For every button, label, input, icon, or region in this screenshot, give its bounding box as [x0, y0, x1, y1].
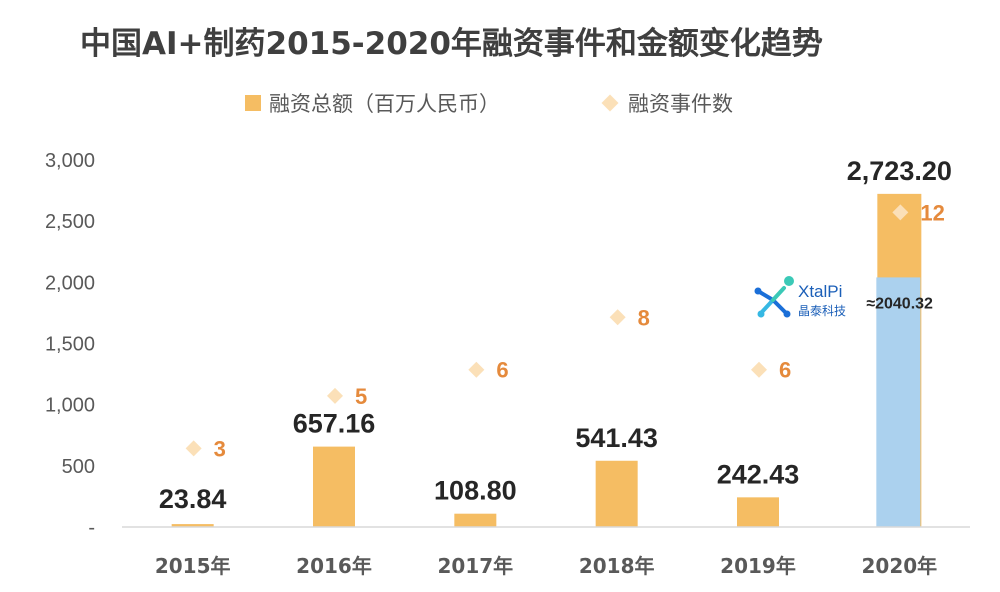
- x-tick-label: 2015年: [155, 554, 231, 578]
- y-tick-label: 2,500: [45, 211, 95, 233]
- count-marker: [892, 204, 909, 221]
- count-label: 5: [355, 384, 367, 409]
- bar-value-label: 541.43: [575, 423, 658, 453]
- bar-value-label: 108.80: [434, 476, 517, 506]
- bar-value-label: 2,723.20: [847, 156, 952, 186]
- y-tick-label: 1,500: [45, 334, 95, 356]
- xtalpi-logo: XtalPi 晶泰科技: [752, 273, 867, 325]
- legend-item-count: 融资事件数: [601, 88, 733, 118]
- xtalpi-logo-graphic: XtalPi 晶泰科技: [754, 276, 846, 318]
- logo-subtitle: 晶泰科技: [798, 304, 846, 318]
- y-tick-label: 2,000: [45, 272, 95, 294]
- count-marker: [468, 361, 485, 378]
- count-label: 3: [214, 436, 226, 461]
- x-tick-label: 2016年: [296, 554, 372, 578]
- y-tick-label: 1,000: [45, 395, 95, 417]
- x-tick-label: 2019年: [720, 554, 796, 578]
- x-tick-label: 2017年: [437, 554, 513, 578]
- legend-bar-swatch: [245, 95, 261, 111]
- legend-item-amount: 融资总额（百万人民币）: [245, 88, 500, 118]
- bar-value-label: 657.16: [293, 409, 376, 439]
- bar: [454, 513, 497, 527]
- bar: [595, 460, 638, 527]
- bar-highlight-segment: [876, 277, 921, 527]
- bar: [171, 524, 214, 527]
- bar: [737, 497, 779, 527]
- legend-label-amount: 融资总额（百万人民币）: [269, 92, 500, 116]
- count-label: 6: [779, 358, 791, 383]
- x-tick-label: 2020年: [861, 554, 937, 578]
- count-label: 8: [638, 305, 650, 330]
- count-label: 6: [496, 358, 508, 383]
- y-tick-label: 3,000: [45, 150, 95, 172]
- chart-title: 中国AI+制药2015-2020年融资事件和金额变化趋势: [80, 26, 823, 62]
- count-marker: [327, 387, 343, 404]
- y-tick-label: 500: [62, 456, 95, 478]
- y-tick-label: -: [88, 517, 95, 539]
- x-tick-label: 2018年: [579, 554, 655, 578]
- count-label: 12: [920, 200, 944, 225]
- count-marker: [185, 440, 202, 457]
- count-marker: [609, 309, 626, 326]
- legend: 融资总额（百万人民币） 融资事件数: [0, 88, 1000, 122]
- logo-name: XtalPi: [798, 282, 842, 301]
- bar-value-label: 242.43: [717, 459, 800, 489]
- bar: [313, 446, 355, 527]
- legend-label-count: 融资事件数: [628, 92, 733, 116]
- bar-value-label: 23.84: [159, 484, 227, 514]
- highlight-label: ≈2040.32: [866, 295, 933, 312]
- count-marker: [751, 361, 767, 378]
